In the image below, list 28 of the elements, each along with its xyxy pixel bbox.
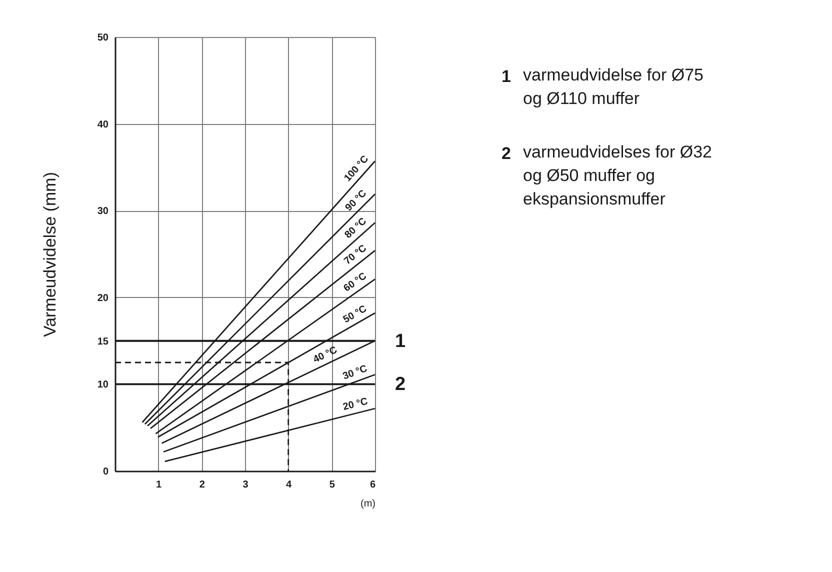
y-axis-title: Varmeudvidelse (mm)	[40, 172, 60, 338]
x-tick-label: 2	[199, 480, 206, 490]
y-tick-label: 50	[97, 32, 109, 44]
text: 1 varmeudvidelse for Ø75 og Ø110 muffer	[502, 65, 704, 108]
text: 40 °C	[312, 344, 340, 366]
text: 90 °C	[343, 188, 370, 214]
text: 20 °C	[342, 396, 369, 414]
series-label: 1	[395, 330, 406, 352]
y-tick-label: 10	[97, 380, 109, 391]
x-tick-label: 4	[286, 480, 292, 490]
text: 70 °C	[342, 242, 369, 268]
x-tick-label: 5	[329, 480, 336, 490]
text: 60 °C	[342, 270, 369, 294]
series-label: 2	[395, 374, 406, 396]
x-tick-label: 6	[370, 480, 376, 490]
y-tick-label: 30	[97, 206, 109, 218]
y-tick-label: 20	[97, 292, 109, 304]
y-tick-label: 0	[102, 466, 109, 478]
x-tick-label: 1	[156, 480, 162, 490]
y-tick-label: 40	[97, 119, 109, 130]
y-tick-label: 15	[97, 336, 109, 348]
text: 100 °C	[342, 154, 371, 184]
x-axis-title: (m)	[360, 498, 376, 510]
text: 30 °C	[341, 363, 369, 382]
text: 80 °C	[342, 216, 369, 241]
text: 50 °C	[342, 304, 369, 326]
x-tick-label: 3	[242, 480, 249, 490]
text: 2 varmeudvidelses for Ø32 og Ø50 muffer og ekspansionsmuffer	[502, 142, 712, 208]
